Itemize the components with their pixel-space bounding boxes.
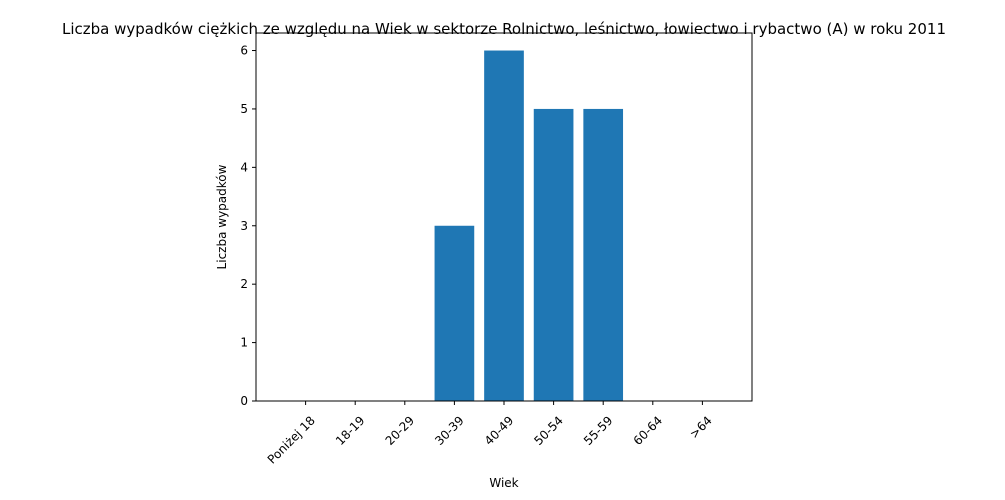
y-axis-label: Liczba wypadków [215,164,229,269]
x-tick-label: >64 [687,413,715,441]
x-tick-label: 18-19 [333,413,368,448]
y-tick-label: 2 [240,277,248,291]
x-tick-label: 60-64 [631,413,666,448]
bar-30-39 [434,225,475,401]
x-tick-label: 20-29 [383,413,418,448]
y-tick-label: 4 [240,160,248,174]
y-axis-ticks: 0 1 2 3 4 5 6 [240,44,256,408]
x-tick-label: 30-39 [432,413,467,448]
y-tick-label: 3 [240,219,248,233]
x-axis-ticks: Poniżej 18 18-19 20-29 30-39 40-49 50-54 55-59… [265,401,715,467]
bar-50-54 [533,108,574,401]
chart-title: Liczba wypadków ciężkich ze względu na W… [62,20,946,38]
y-tick-label: 1 [240,336,248,350]
bars-layer [434,50,624,402]
y-tick-label: 0 [240,394,248,408]
bar-40-49 [484,50,524,402]
x-axis-label: Wiek [489,476,518,490]
x-tick-label: 40-49 [482,413,517,448]
x-tick-label: 55-59 [581,413,616,448]
x-tick-label: Poniżej 18 [265,413,318,466]
y-tick-label: 6 [240,44,248,58]
y-tick-label: 5 [240,102,248,116]
x-tick-label: 50-54 [531,413,566,448]
bar-55-59 [583,108,624,401]
